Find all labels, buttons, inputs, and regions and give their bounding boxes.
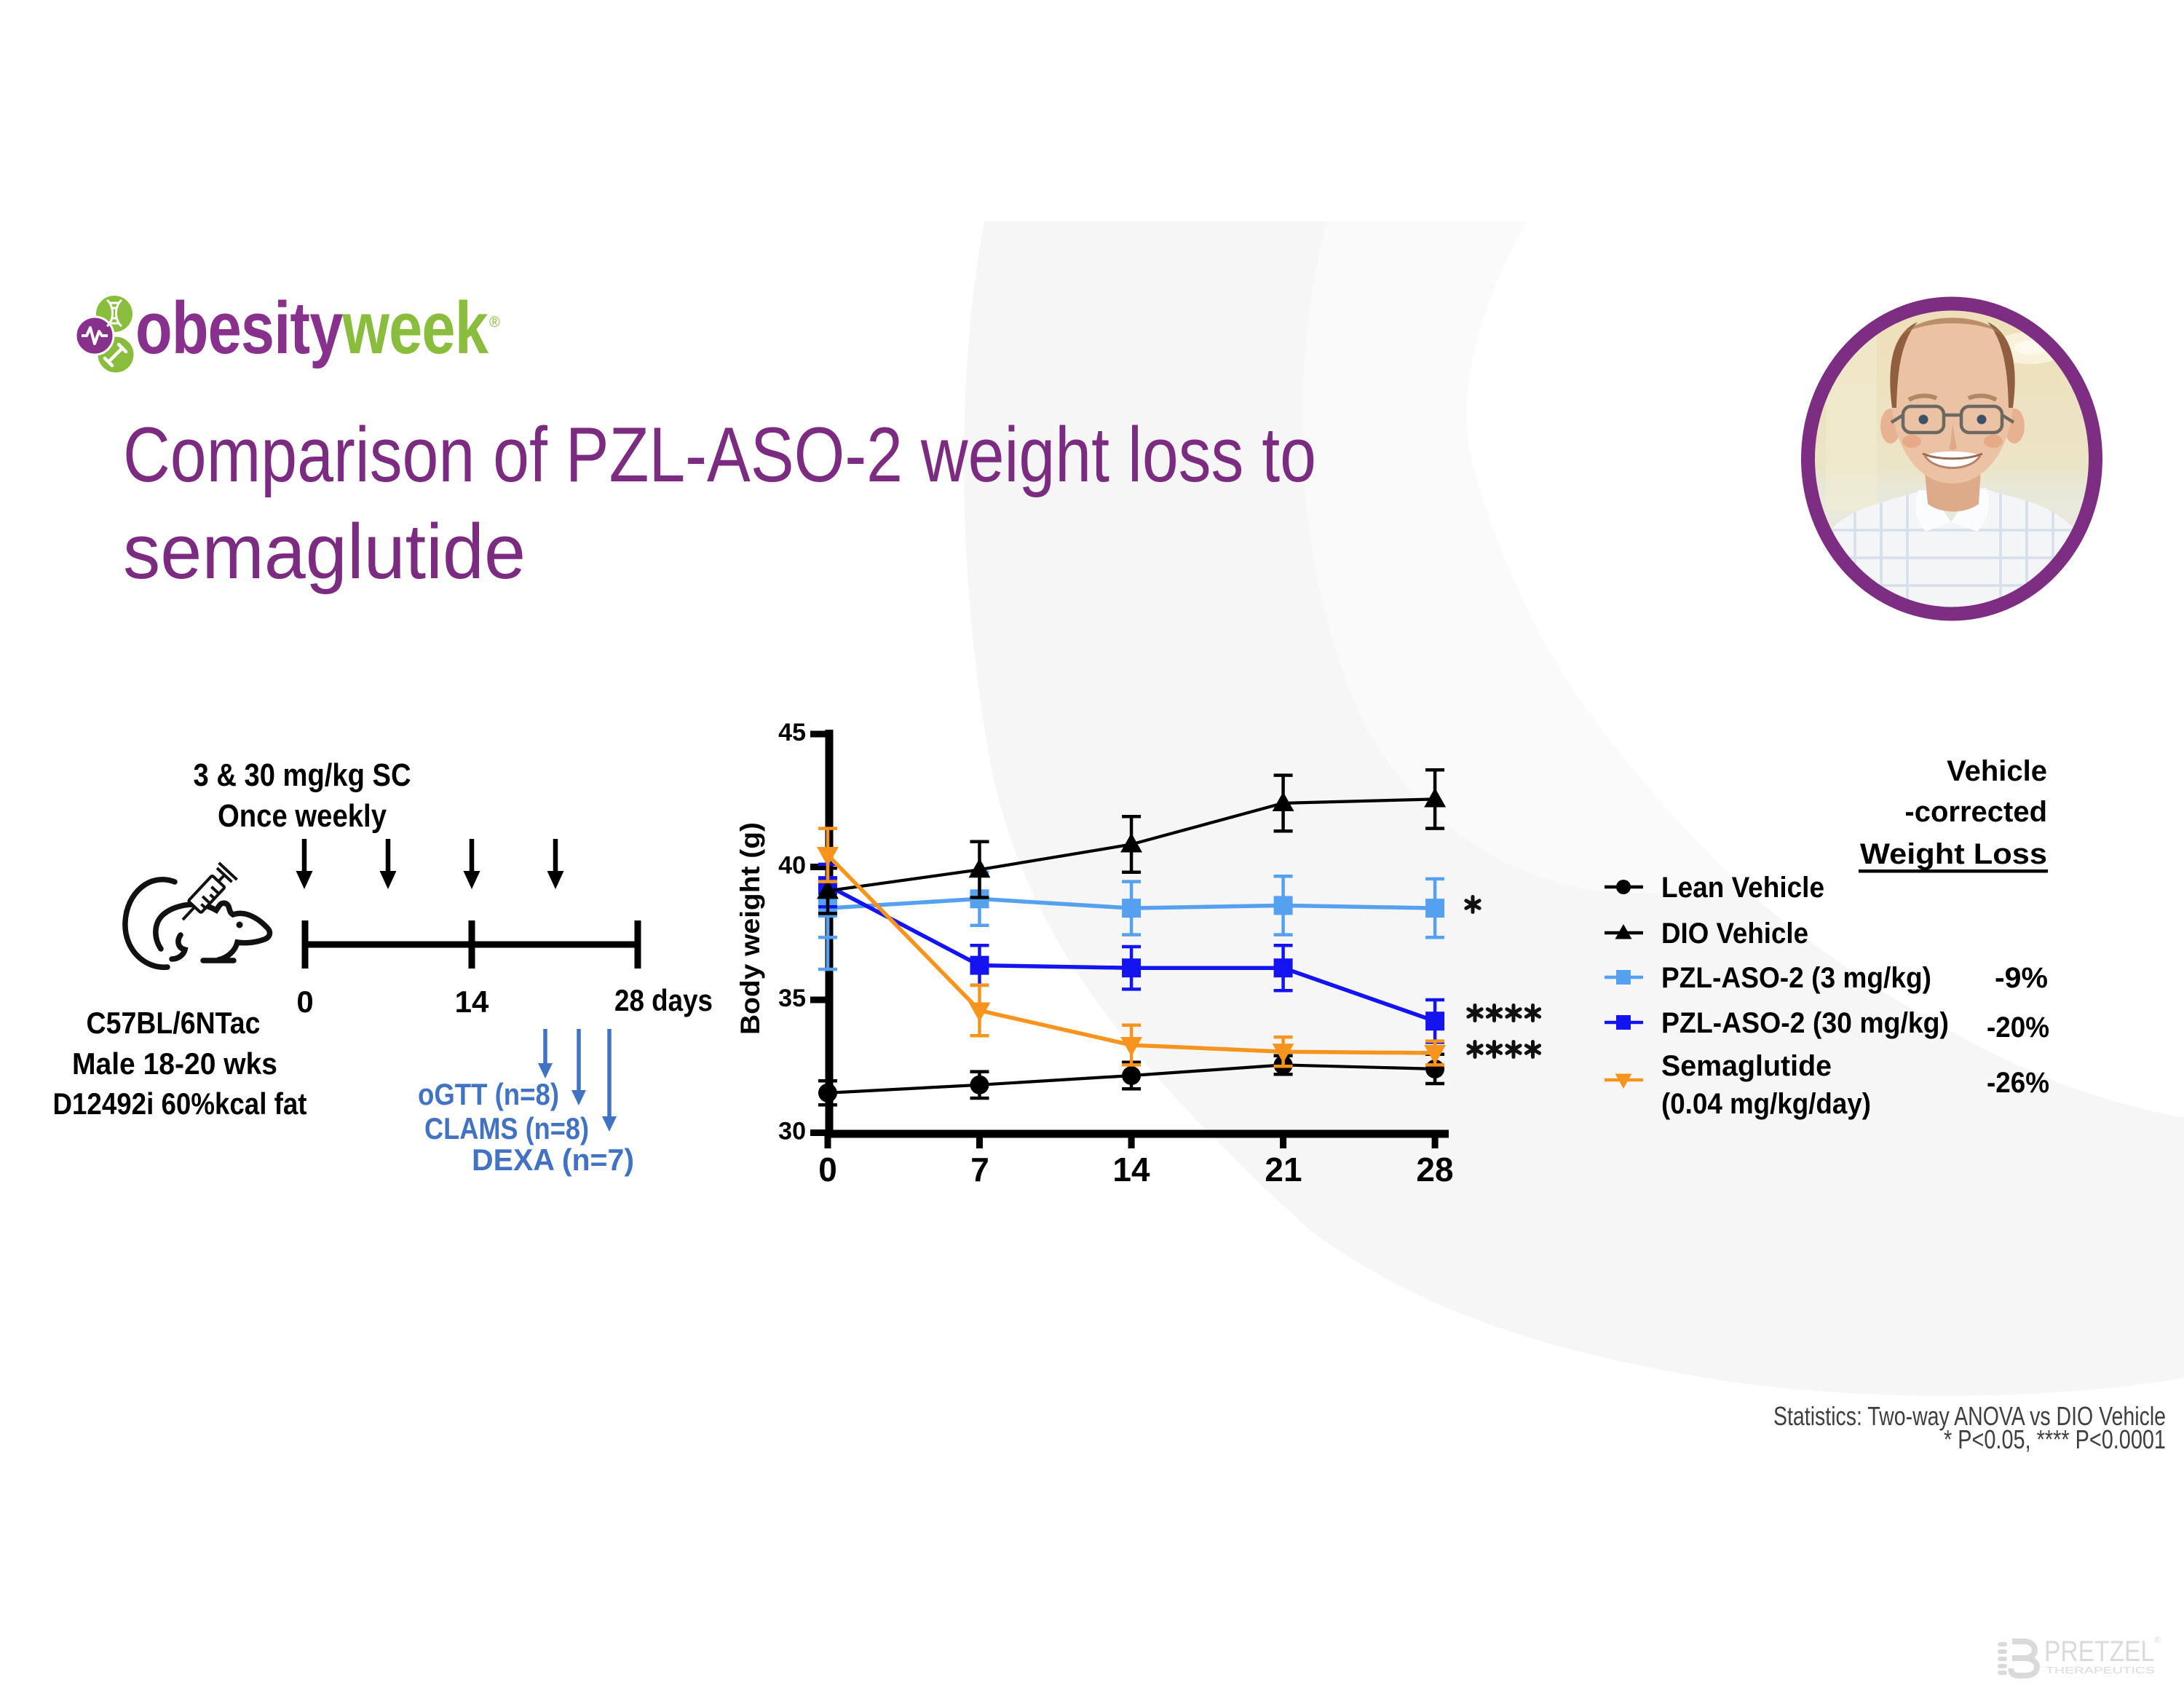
svg-text:0: 0	[818, 1151, 837, 1188]
svg-text:35: 35	[778, 985, 806, 1012]
svg-text:40: 40	[778, 852, 806, 880]
svg-text:PZL-ASO-2 (30 mg/kg): PZL-ASO-2 (30 mg/kg)	[1661, 1007, 1949, 1039]
svg-text:semaglutide: semaglutide	[123, 508, 526, 595]
svg-text:Vehicle: Vehicle	[1947, 755, 2047, 787]
svg-text:0: 0	[296, 985, 313, 1019]
svg-text:14: 14	[455, 985, 489, 1019]
svg-text:C57BL/6NTac: C57BL/6NTac	[87, 1006, 261, 1040]
svg-text:PRETZEL: PRETZEL	[2044, 1636, 2154, 1668]
svg-text:Statistics: Two-way ANOVA vs D: Statistics: Two-way ANOVA vs DIO Vehicle	[1773, 1401, 2166, 1431]
svg-text:D12492i 60%kcal fat: D12492i 60%kcal fat	[53, 1086, 307, 1121]
svg-text:28: 28	[1416, 1151, 1453, 1188]
svg-text:obesityweek: obesityweek	[135, 288, 488, 369]
svg-text:®: ®	[2154, 1635, 2161, 1645]
svg-text:oGTT (n=8): oGTT (n=8)	[418, 1077, 559, 1111]
svg-text:Body weight (g): Body weight (g)	[735, 822, 765, 1035]
svg-text:14: 14	[1112, 1151, 1150, 1188]
svg-text:-20%: -20%	[1987, 1011, 2049, 1044]
svg-text:Lean Vehicle: Lean Vehicle	[1661, 872, 1824, 904]
svg-text:Male 18-20 wks: Male 18-20 wks	[72, 1046, 277, 1081]
svg-text:DEXA (n=7): DEXA (n=7)	[472, 1143, 634, 1177]
svg-text:45: 45	[778, 719, 806, 746]
svg-text:-9%: -9%	[1995, 962, 2048, 994]
svg-text:Once weekly: Once weekly	[218, 798, 387, 834]
svg-text:30: 30	[778, 1118, 806, 1145]
svg-text:28 days: 28 days	[614, 983, 713, 1017]
svg-text:DIO Vehicle: DIO Vehicle	[1661, 918, 1808, 950]
svg-text:Semaglutide: Semaglutide	[1661, 1050, 1832, 1082]
svg-text:-corrected: -corrected	[1904, 796, 2047, 828]
svg-text:Comparison of PZL-ASO-2 weight: Comparison of PZL-ASO-2 weight loss to	[123, 411, 1316, 498]
svg-text:CLAMS (n=8): CLAMS (n=8)	[424, 1111, 589, 1145]
svg-text:-26%: -26%	[1987, 1067, 2049, 1099]
svg-text:(0.04 mg/kg/day): (0.04 mg/kg/day)	[1661, 1088, 1871, 1120]
svg-text:Weight Loss: Weight Loss	[1860, 838, 2047, 870]
svg-text:PZL-ASO-2 (3 mg/kg): PZL-ASO-2 (3 mg/kg)	[1661, 962, 1931, 994]
svg-text:®: ®	[489, 315, 500, 331]
svg-text:7: 7	[970, 1151, 989, 1188]
svg-text:21: 21	[1265, 1151, 1302, 1188]
svg-text:3 & 30 mg/kg SC: 3 & 30 mg/kg SC	[194, 757, 411, 793]
svg-text:THERAPEUTICS: THERAPEUTICS	[2046, 1665, 2155, 1676]
svg-text:* P<0.05, **** P<0.0001: * P<0.05, **** P<0.0001	[1944, 1424, 2166, 1454]
